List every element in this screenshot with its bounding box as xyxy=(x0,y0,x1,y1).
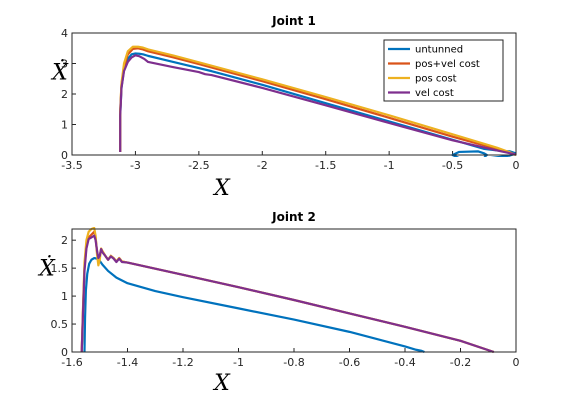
y-tick-label: 0 xyxy=(61,346,68,359)
x-tick-label: -2 xyxy=(257,159,268,172)
x-tick-label: -0.6 xyxy=(339,356,360,369)
chart-joint-1: Joint 1 -3.5 -3 -2.5 -2 -1.5 -1 -0.5 0 0 1 2 3 4 X Ẋunt… xyxy=(50,14,519,201)
x-tick-label: -1.5 xyxy=(315,159,336,172)
series-line-pos-cost xyxy=(119,45,516,157)
legend: untunned pos+vel cost pos cost vel cost xyxy=(383,39,504,102)
x-tick-label: -1.2 xyxy=(172,356,193,369)
axes-box xyxy=(71,228,517,353)
y-tick-label: 0 xyxy=(61,149,68,162)
y-tick-label: 1 xyxy=(61,119,68,132)
legend-label: untunned xyxy=(415,45,463,56)
y-tick-label: 2 xyxy=(61,88,68,101)
series-line-vel-cost xyxy=(119,54,516,156)
x-tick-label: 0 xyxy=(513,356,520,369)
series-line-vel-cost xyxy=(80,234,495,354)
x-tick-label: -0.5 xyxy=(442,159,463,172)
y-tick-label: 3 xyxy=(61,58,68,71)
x-tick-label: -0.4 xyxy=(394,356,415,369)
legend-label: vel cost xyxy=(415,88,454,99)
x-tick-label: -1.6 xyxy=(61,356,82,369)
plot-area xyxy=(72,229,516,352)
y-axis-label: Ẋ xyxy=(37,255,56,282)
x-tick-label: -3.5 xyxy=(61,159,82,172)
x-tick-label: 0 xyxy=(513,159,520,172)
x-tick-label: -2.5 xyxy=(188,159,209,172)
legend-label: pos+vel cost xyxy=(415,59,480,70)
series-line-untunned xyxy=(83,256,425,354)
y-tick-label: 1 xyxy=(61,290,68,303)
y-tick-label: 1.5 xyxy=(51,262,69,275)
chart-title: Joint 2 xyxy=(271,210,316,224)
legend-label: pos cost xyxy=(415,74,457,85)
x-tick-label: -0.2 xyxy=(450,356,471,369)
chart-joint-2: Joint 2 -1.6 -1.4 -1.2 -1 -0.8 -0.6 -0.4 -0.2 0 0 0… xyxy=(37,210,519,396)
x-axis-label: X xyxy=(212,371,231,396)
y-tick-label: 0.5 xyxy=(51,318,69,331)
x-tick-label: -3 xyxy=(130,159,141,172)
chart-title: Joint 1 xyxy=(271,14,316,28)
y-tick-label: 4 xyxy=(61,27,68,40)
x-axis-label: X xyxy=(212,176,231,201)
legend-box xyxy=(383,39,504,102)
y-axis-label: Ẋ xyxy=(50,58,69,85)
axes-box xyxy=(71,32,517,156)
y-tick-label: 2 xyxy=(61,234,68,247)
x-tick-label: -1.4 xyxy=(117,356,138,369)
x-tick-label: -1 xyxy=(384,159,395,172)
x-tick-label: -0.8 xyxy=(283,356,304,369)
x-tick-label: -1 xyxy=(233,356,244,369)
